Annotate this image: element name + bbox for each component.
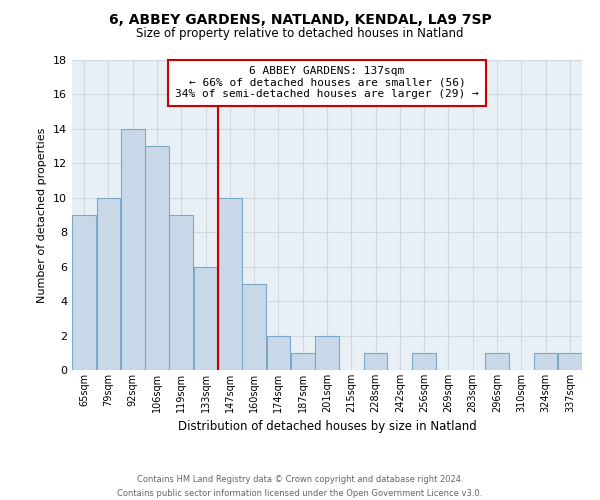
X-axis label: Distribution of detached houses by size in Natland: Distribution of detached houses by size … xyxy=(178,420,476,434)
Bar xyxy=(121,129,145,370)
Bar xyxy=(145,146,169,370)
Bar xyxy=(533,353,557,370)
Bar xyxy=(315,336,339,370)
Text: 6, ABBEY GARDENS, NATLAND, KENDAL, LA9 7SP: 6, ABBEY GARDENS, NATLAND, KENDAL, LA9 7… xyxy=(109,12,491,26)
Bar xyxy=(364,353,388,370)
Y-axis label: Number of detached properties: Number of detached properties xyxy=(37,128,47,302)
Bar xyxy=(558,353,582,370)
Text: Contains HM Land Registry data © Crown copyright and database right 2024.
Contai: Contains HM Land Registry data © Crown c… xyxy=(118,476,482,498)
Bar xyxy=(242,284,266,370)
Bar xyxy=(485,353,509,370)
Bar xyxy=(194,266,217,370)
Bar xyxy=(72,215,96,370)
Bar xyxy=(412,353,436,370)
Bar xyxy=(218,198,242,370)
Text: Size of property relative to detached houses in Natland: Size of property relative to detached ho… xyxy=(136,28,464,40)
Bar xyxy=(266,336,290,370)
Bar xyxy=(97,198,121,370)
Bar xyxy=(291,353,314,370)
Bar xyxy=(169,215,193,370)
Text: 6 ABBEY GARDENS: 137sqm
← 66% of detached houses are smaller (56)
34% of semi-de: 6 ABBEY GARDENS: 137sqm ← 66% of detache… xyxy=(175,66,479,100)
